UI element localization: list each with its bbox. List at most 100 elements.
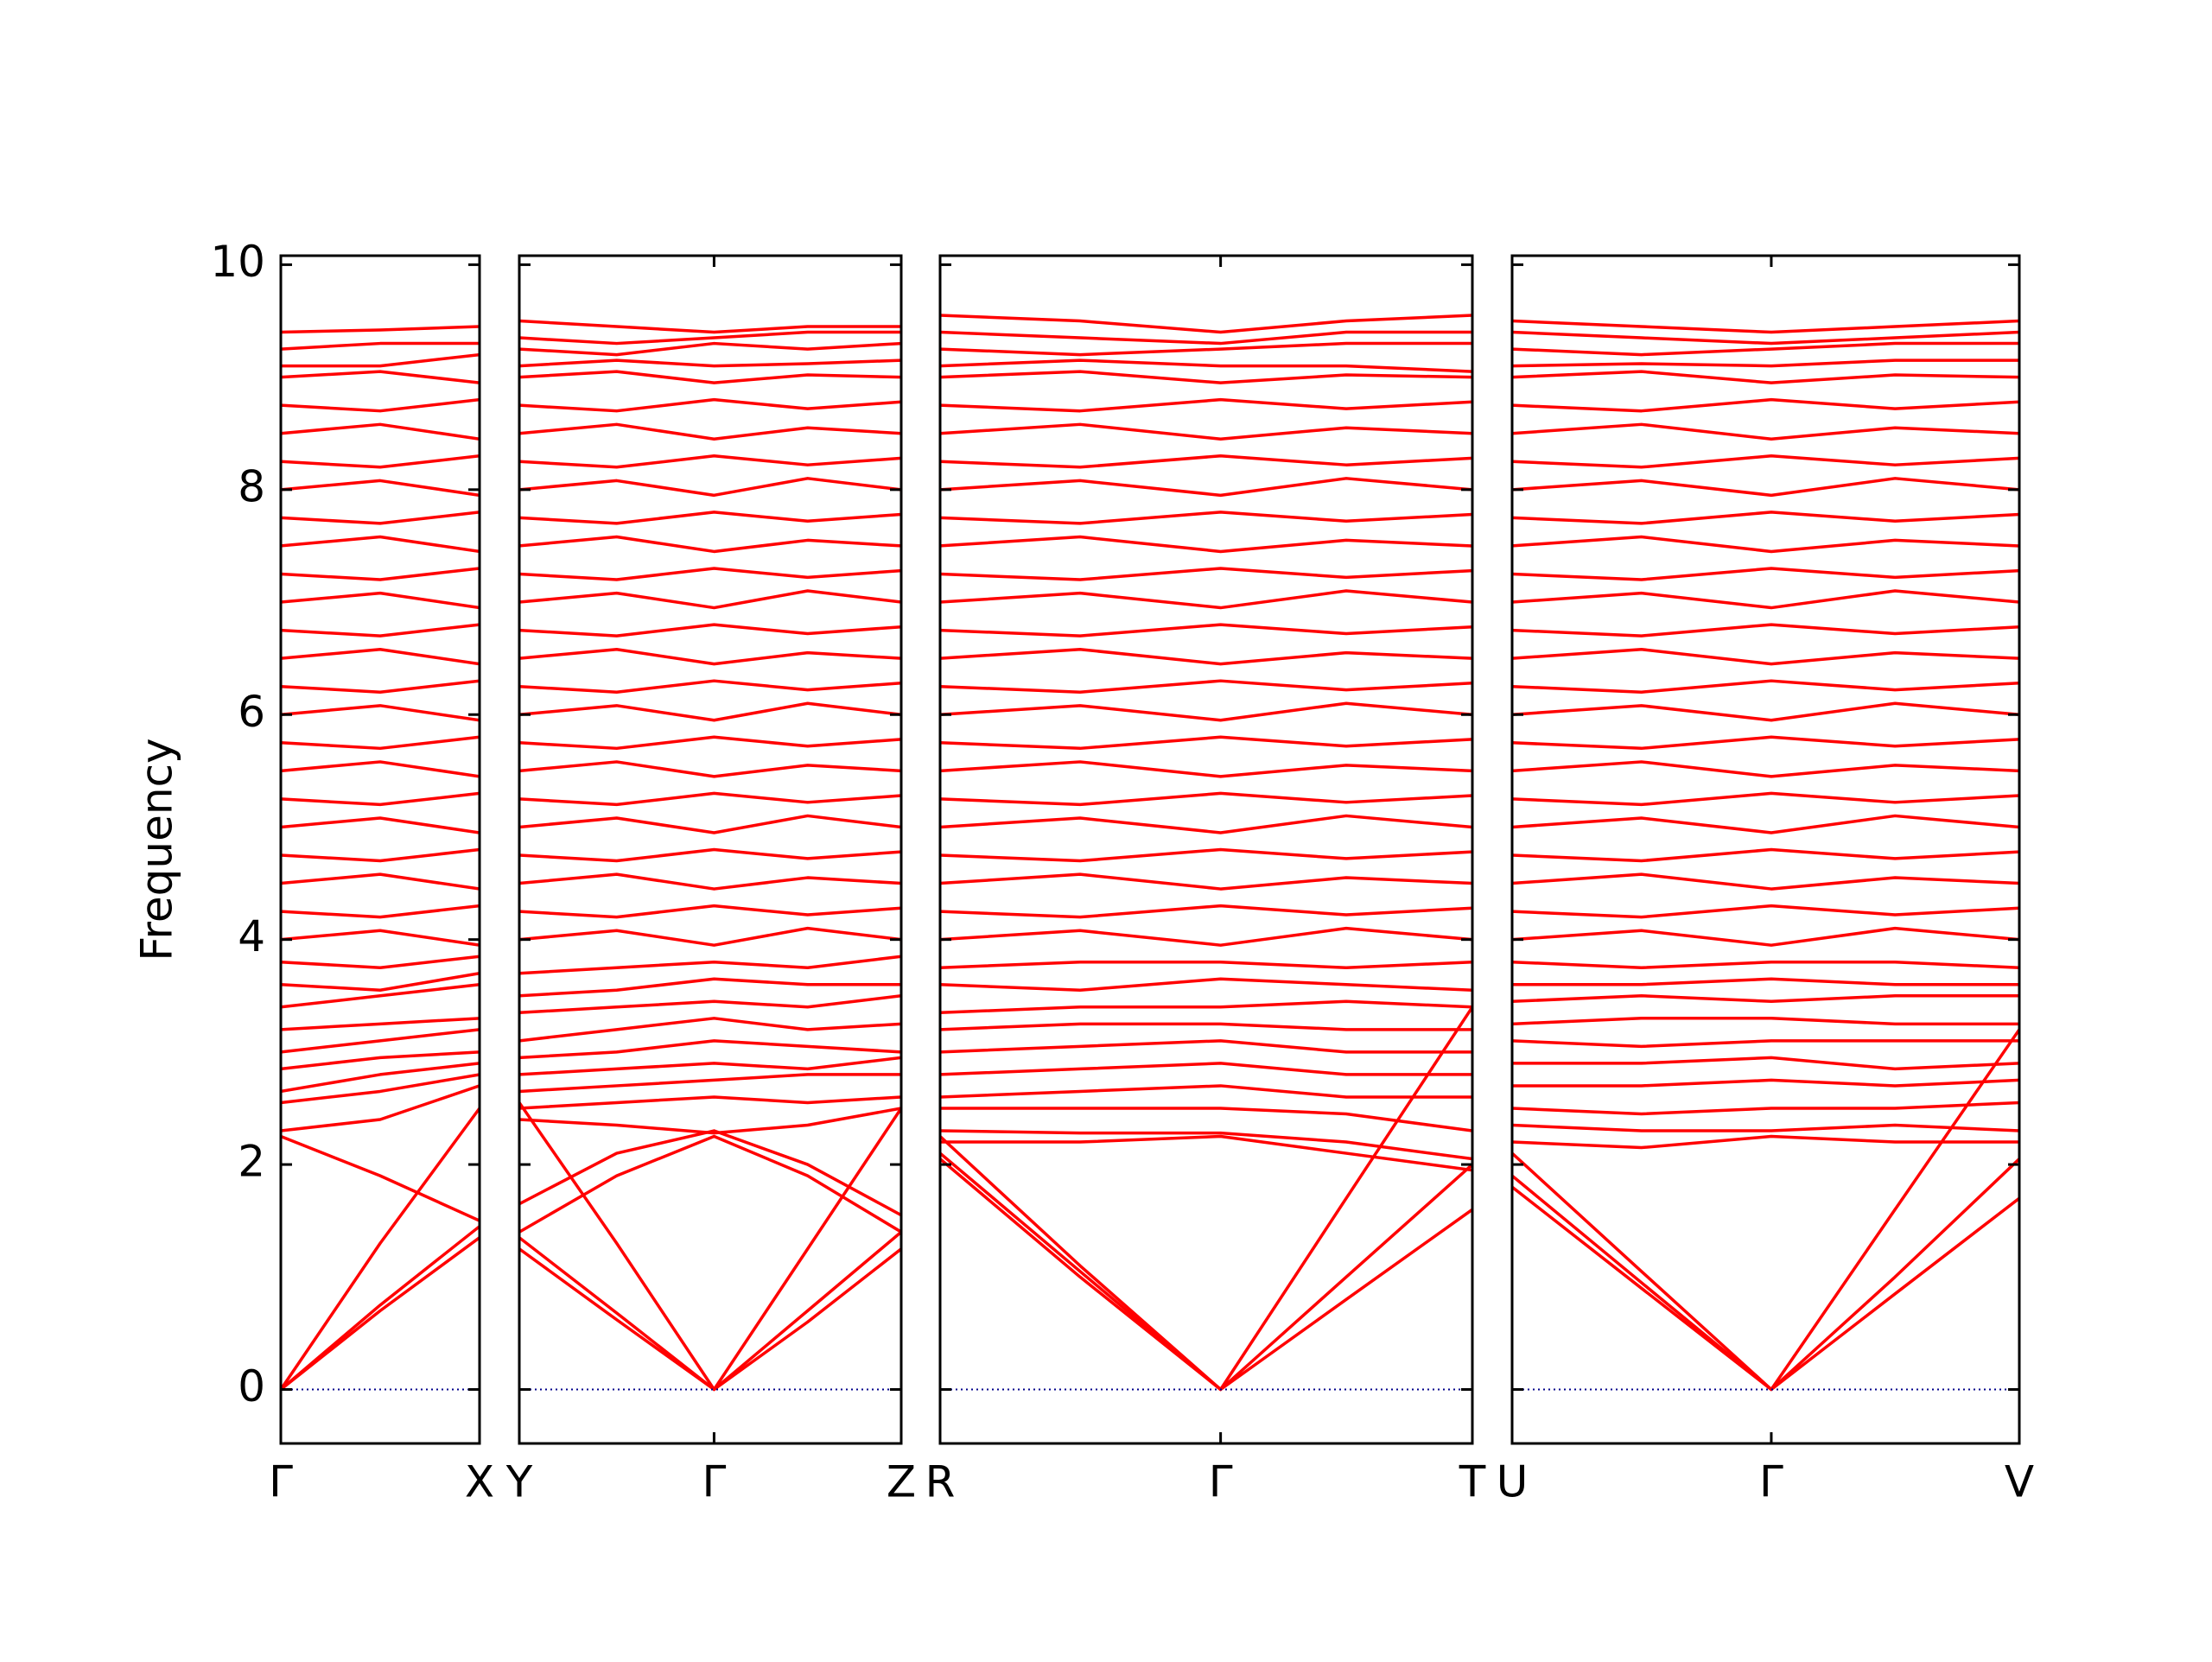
band-line (281, 1073, 480, 1105)
band-line (940, 847, 1472, 863)
band-line (519, 1230, 901, 1392)
band-line (940, 1151, 1472, 1392)
x-tick-label: Γ (702, 1457, 726, 1507)
band-line (519, 926, 901, 947)
x-tick-label: U (1497, 1457, 1529, 1507)
band-line (281, 370, 480, 384)
band-line (281, 847, 480, 863)
band-line (940, 567, 1472, 581)
band-line (1512, 735, 2019, 751)
band-line (1512, 567, 2019, 581)
band-line (940, 735, 1472, 751)
band-line (281, 647, 480, 666)
band-line (940, 1129, 1472, 1161)
band-line (1512, 872, 2019, 891)
band-line (1512, 1028, 2019, 1392)
band-line (1512, 341, 2019, 357)
band-line (940, 679, 1472, 694)
band-line (1512, 623, 2019, 638)
band-line (940, 511, 1472, 525)
x-tick-label: Γ (269, 1457, 293, 1507)
band-line (940, 1134, 1472, 1172)
band-line (281, 972, 480, 993)
band-line (1512, 535, 2019, 554)
y-tick-label: 4 (238, 911, 265, 961)
band-line (940, 358, 1472, 373)
band-line (281, 1028, 480, 1054)
band-line (281, 1236, 480, 1391)
band-line (281, 791, 480, 807)
band-line (519, 1247, 901, 1392)
band-line (1512, 1123, 2019, 1132)
axes-frame (1510, 254, 2021, 1445)
band-line (1512, 1039, 2019, 1049)
band-line (1512, 358, 2019, 368)
band-line (940, 1107, 1472, 1132)
band-line (519, 1101, 901, 1392)
y-tick-label: 8 (238, 461, 265, 511)
band-line (1512, 760, 2019, 778)
x-tick-label: Y (505, 1457, 533, 1507)
band-line (281, 983, 480, 1009)
band-line (281, 623, 480, 638)
band-line (519, 1095, 901, 1110)
band-line (519, 847, 901, 863)
band-line (519, 1039, 901, 1060)
band-line (519, 760, 901, 778)
band-line (1512, 1185, 2019, 1392)
band-line (519, 1134, 901, 1234)
x-tick-label: Z (887, 1457, 916, 1507)
band-line (519, 1107, 901, 1135)
band-line (940, 647, 1472, 666)
band-line (519, 791, 901, 807)
band-line (519, 319, 901, 334)
band-line (1512, 791, 2019, 807)
y-tick-label: 6 (238, 687, 265, 737)
band-line (281, 816, 480, 834)
band-line (940, 999, 1472, 1015)
band-line (519, 977, 901, 998)
band-line (940, 760, 1472, 778)
band-line (940, 1084, 1472, 1099)
band-line (940, 422, 1472, 441)
band-line (281, 1062, 480, 1094)
band-line (519, 567, 901, 581)
band-line (1512, 994, 2019, 1004)
band-line (519, 341, 901, 357)
band-line (940, 1022, 1472, 1031)
band-line (1512, 960, 2019, 969)
band-line (1512, 370, 2019, 384)
band-line (519, 623, 901, 638)
band-line (519, 904, 901, 919)
band-line (940, 904, 1472, 919)
band-line (940, 814, 1472, 834)
y-tick-label: 0 (238, 1361, 265, 1411)
axes-frame (518, 254, 903, 1445)
band-line (940, 926, 1472, 947)
band-line (1512, 647, 2019, 666)
band-line (519, 397, 901, 413)
band-line (281, 679, 480, 694)
band-line (281, 760, 480, 778)
band-line (519, 701, 901, 722)
band-line (1512, 814, 2019, 834)
band-line (281, 1107, 480, 1391)
band-line (940, 341, 1472, 357)
band-line (940, 314, 1472, 334)
band-line (281, 479, 480, 498)
band-line (519, 1073, 901, 1094)
band-line (1512, 1158, 2019, 1392)
band-line (940, 1135, 1472, 1392)
band-line (1512, 397, 2019, 413)
band-line (519, 735, 901, 751)
band-line (1512, 330, 2019, 346)
plot-area (281, 325, 480, 1391)
band-line (940, 454, 1472, 469)
band-line (1512, 589, 2019, 610)
band-line (281, 872, 480, 891)
band-line (519, 422, 901, 441)
band-line (281, 704, 480, 722)
x-tick-label: Γ (1759, 1457, 1783, 1507)
